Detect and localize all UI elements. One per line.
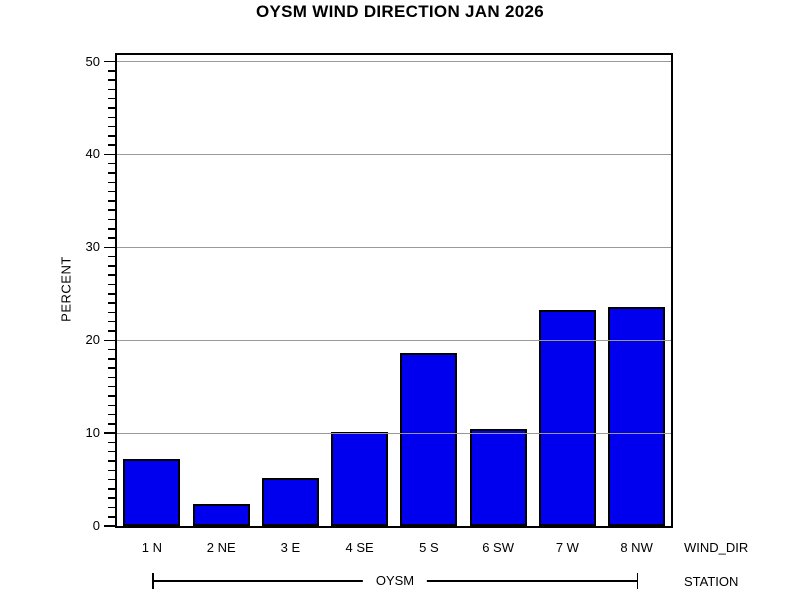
- y-minor-tick: [108, 97, 115, 100]
- x-tick-label-5-s: 5 S: [419, 540, 439, 555]
- y-minor-tick: [108, 274, 115, 276]
- y-minor-tick: [108, 125, 115, 128]
- y-minor-tick: [108, 218, 115, 221]
- y-minor-tick: [108, 488, 115, 490]
- y-minor-tick: [108, 395, 115, 397]
- y-major-tick-50: [104, 60, 115, 63]
- group-axis-title: STATION: [684, 574, 739, 589]
- y-minor-tick: [108, 162, 115, 165]
- y-minor-tick: [108, 311, 115, 314]
- chart-title: OYSM WIND DIRECTION JAN 2026: [255, 2, 544, 21]
- y-minor-tick: [108, 404, 115, 406]
- y-tick-label-20: 20: [85, 332, 100, 348]
- y-minor-tick: [108, 79, 115, 81]
- x-tick-label-1-n: 1 N: [141, 540, 162, 555]
- y-minor-tick: [108, 237, 115, 239]
- y-minor-tick: [108, 385, 115, 388]
- y-minor-tick: [108, 144, 115, 146]
- y-minor-tick: [108, 330, 115, 332]
- bar-2-ne: [192, 504, 250, 526]
- y-tick-label-50: 50: [85, 53, 100, 69]
- y-minor-tick: [108, 70, 115, 72]
- x-tick-label-3-e: 3 E: [280, 540, 301, 555]
- y-minor-tick: [108, 450, 115, 453]
- y-minor-tick: [108, 255, 115, 258]
- y-minor-tick: [108, 283, 115, 286]
- x-tick-label-7-w: 7 W: [555, 540, 579, 555]
- group-axis: OYSM: [152, 573, 638, 589]
- y-minor-tick: [108, 200, 115, 202]
- x-tick-label-6-sw: 6 SW: [482, 540, 514, 555]
- y-minor-tick: [108, 116, 115, 118]
- group-axis-right-cap: [636, 573, 638, 589]
- group-value-label: OYSM: [362, 573, 428, 589]
- y-major-tick-20: [104, 339, 115, 341]
- y-major-tick-10: [104, 432, 115, 434]
- bar-8-nw: [608, 307, 666, 526]
- bar-6-sw: [469, 429, 527, 526]
- y-minor-tick: [108, 469, 115, 471]
- y-minor-tick: [108, 358, 115, 360]
- bars-layer: [117, 55, 671, 526]
- y-minor-tick: [108, 460, 115, 462]
- y-minor-tick: [108, 320, 115, 323]
- y-minor-tick: [108, 441, 115, 444]
- x-axis-title: WIND_DIR: [684, 540, 749, 555]
- bar-3-e: [261, 478, 319, 526]
- y-tick-label-40: 40: [85, 146, 100, 162]
- y-minor-tick: [108, 172, 115, 174]
- y-minor-tick: [108, 413, 115, 416]
- y-minor-tick: [108, 265, 115, 267]
- y-axis-label: PERCENT: [58, 256, 74, 322]
- y-minor-tick: [108, 478, 115, 481]
- y-minor-tick: [108, 135, 115, 137]
- y-minor-tick: [108, 293, 115, 295]
- y-minor-tick: [108, 302, 115, 304]
- bar-7-w: [538, 310, 596, 526]
- y-minor-tick: [108, 423, 115, 425]
- x-tick-label-8-nw: 8 NW: [620, 540, 653, 555]
- y-minor-tick: [108, 367, 115, 369]
- bar-4-se: [331, 432, 389, 526]
- y-minor-tick: [108, 88, 115, 91]
- y-major-tick-30: [104, 246, 115, 249]
- y-minor-tick: [108, 228, 115, 230]
- y-minor-tick: [108, 209, 115, 211]
- y-minor-tick: [108, 348, 115, 351]
- y-minor-tick: [108, 107, 115, 109]
- y-minor-tick: [108, 506, 115, 509]
- y-major-tick-0: [104, 525, 115, 527]
- y-minor-tick: [108, 376, 115, 379]
- x-tick-label-2-ne: 2 NE: [206, 540, 236, 555]
- y-tick-label-30: 30: [85, 239, 100, 255]
- plot-area: [115, 53, 673, 528]
- bar-5-s: [400, 353, 458, 526]
- y-minor-tick: [108, 497, 115, 499]
- y-minor-tick: [108, 181, 115, 183]
- bar-1-n: [123, 459, 181, 526]
- y-minor-tick: [108, 190, 115, 193]
- x-tick-label-4-se: 4 SE: [345, 540, 374, 555]
- y-tick-label-10: 10: [85, 425, 100, 441]
- y-tick-label-0: 0: [92, 518, 100, 533]
- y-minor-tick: [108, 516, 115, 518]
- y-major-tick-40: [104, 153, 115, 156]
- group-axis-left-cap: [152, 573, 154, 589]
